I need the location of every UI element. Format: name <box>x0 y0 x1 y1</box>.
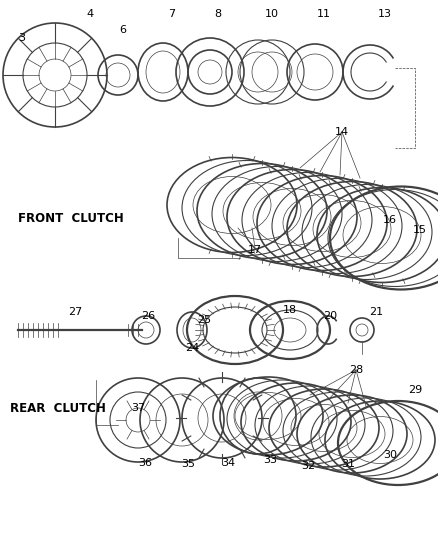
Text: 14: 14 <box>335 127 349 137</box>
Text: 25: 25 <box>197 315 211 325</box>
Text: 4: 4 <box>86 9 94 19</box>
Text: 36: 36 <box>138 458 152 468</box>
Text: 13: 13 <box>378 9 392 19</box>
Text: 32: 32 <box>301 461 315 471</box>
Text: FRONT  CLUTCH: FRONT CLUTCH <box>18 212 124 224</box>
Text: 11: 11 <box>317 9 331 19</box>
Text: 6: 6 <box>120 25 127 35</box>
Text: 18: 18 <box>283 305 297 315</box>
Text: 28: 28 <box>349 365 363 375</box>
Text: 21: 21 <box>369 307 383 317</box>
Text: 16: 16 <box>383 215 397 225</box>
Text: 8: 8 <box>215 9 222 19</box>
Text: 34: 34 <box>221 458 235 468</box>
Text: 33: 33 <box>263 455 277 465</box>
Text: 27: 27 <box>68 307 82 317</box>
Text: 7: 7 <box>169 9 176 19</box>
Text: 31: 31 <box>341 459 355 469</box>
Text: 24: 24 <box>185 343 199 353</box>
Text: 3: 3 <box>18 33 25 43</box>
Text: 35: 35 <box>181 459 195 469</box>
Text: REAR  CLUTCH: REAR CLUTCH <box>10 401 106 415</box>
Text: 26: 26 <box>141 311 155 321</box>
Text: 10: 10 <box>265 9 279 19</box>
Text: 15: 15 <box>413 225 427 235</box>
Text: 20: 20 <box>323 311 337 321</box>
Text: 29: 29 <box>408 385 422 395</box>
Text: 37: 37 <box>131 403 145 413</box>
Text: 17: 17 <box>248 245 262 255</box>
Text: 30: 30 <box>383 450 397 460</box>
